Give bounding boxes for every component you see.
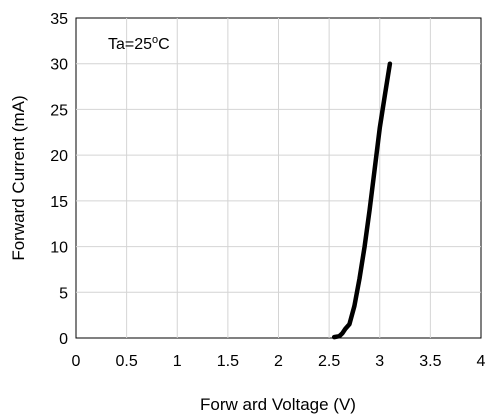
y-tick-label: 10 [50,240,68,257]
y-tick-label: 25 [50,102,68,119]
y-tick-label: 15 [50,194,68,211]
x-tick-label: 2.5 [318,353,340,370]
annotation-temperature: Ta=25oC [108,34,170,53]
series-layer [331,61,393,340]
annotation-superscript: o [152,34,158,46]
x-tick-label: 2 [274,353,283,370]
annotation-suffix: C [158,36,170,53]
x-tick-label: 1 [173,353,182,370]
y-tick-label: 20 [50,148,68,165]
y-tick-label: 30 [50,57,68,74]
y-axis-title: Forward Current (mA) [9,95,28,260]
x-tick-label: 3 [375,353,384,370]
y-tick-label: 0 [59,331,68,348]
y-tick-label: 35 [50,11,68,28]
x-tick-label: 0.5 [116,353,138,370]
x-tick-label: 0 [72,353,81,370]
x-tick-label: 4 [477,353,486,370]
series-line [331,61,393,340]
axis-layer: 0 5 10 15 20 25 30 35 0 0.5 1 1.5 2 2.5 3 3.5 4 [50,11,485,370]
x-tick-label: 3.5 [419,353,441,370]
y-tick-label: 5 [59,285,68,302]
grid-layer [76,18,481,338]
x-tick-label: 1.5 [217,353,239,370]
x-axis-title: Forw ard Voltage (V) [200,395,356,414]
annotation-prefix: Ta=25 [108,36,152,53]
